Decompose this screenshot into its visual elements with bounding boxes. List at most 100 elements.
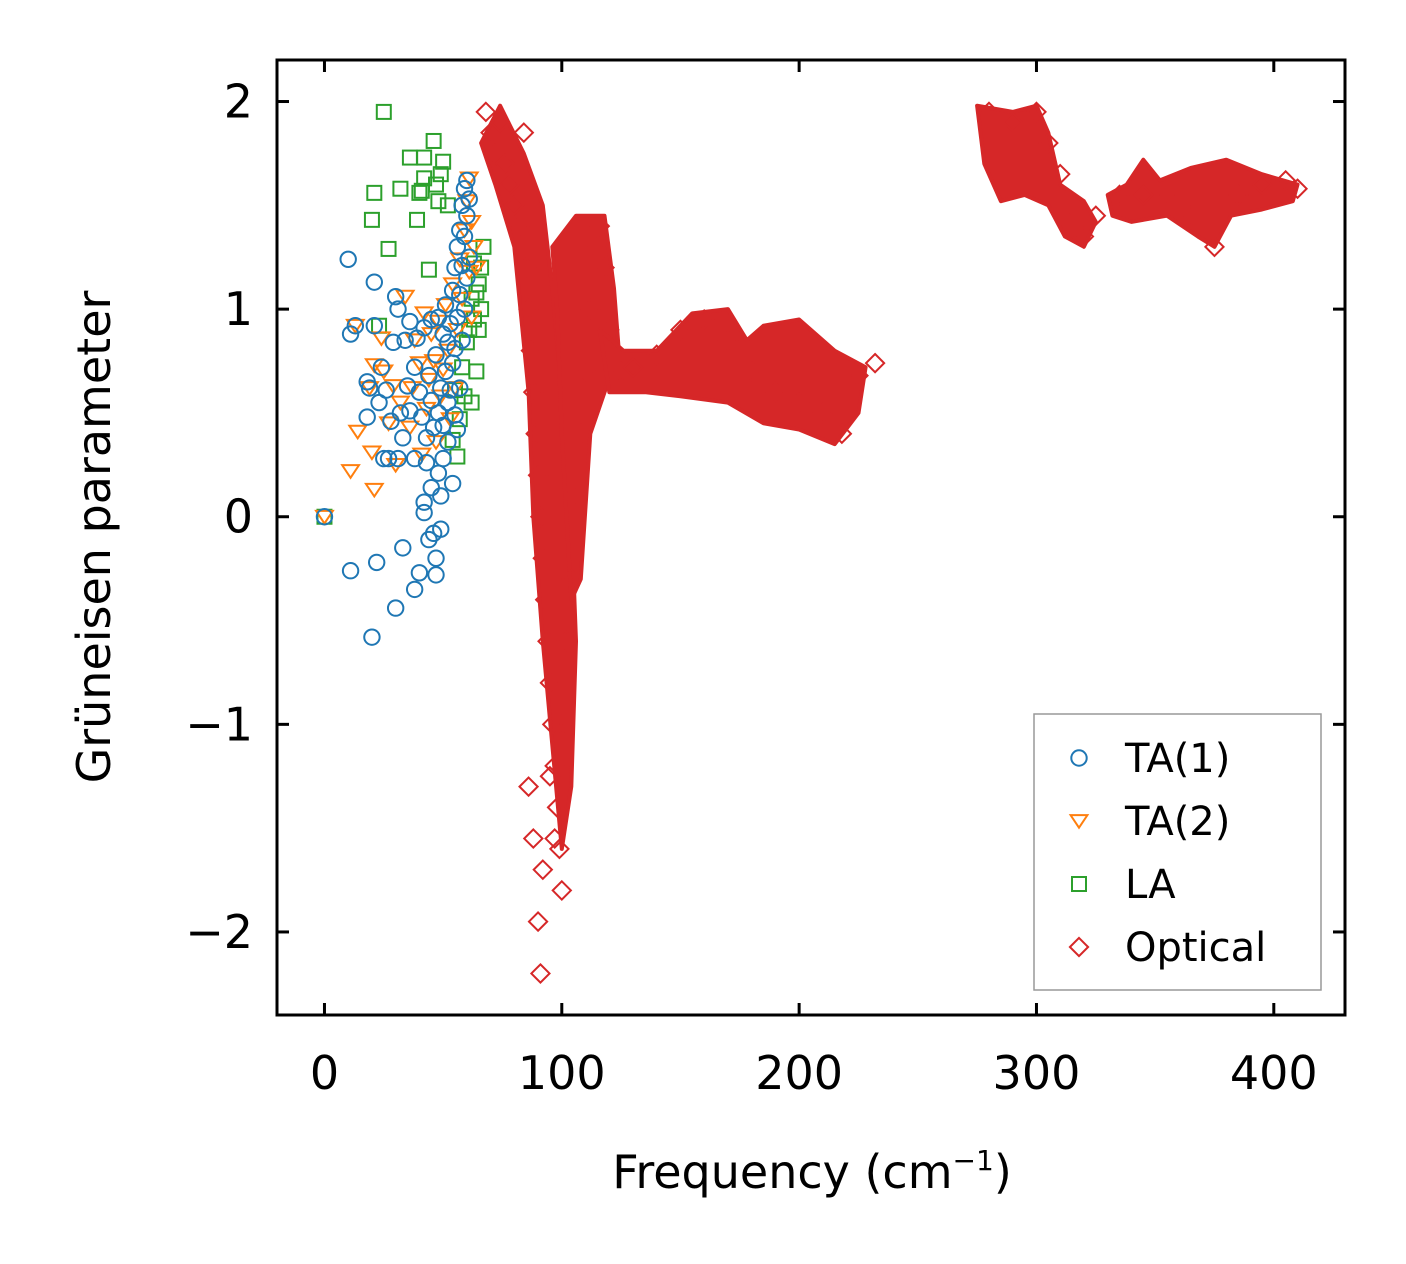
point-optical-17 bbox=[534, 589, 556, 611]
point-optical-3 bbox=[489, 111, 511, 133]
point-ta-1--83 bbox=[455, 180, 474, 198]
point-ta-1--39 bbox=[415, 503, 433, 522]
point-la-33 bbox=[468, 363, 485, 380]
point-optical-8 bbox=[513, 122, 535, 144]
point-optical-42 bbox=[598, 319, 620, 341]
point-optical-52 bbox=[812, 402, 834, 424]
point-optical-66 bbox=[1156, 184, 1178, 206]
point-ta-1--35 bbox=[410, 564, 429, 582]
point-ta-1--36 bbox=[413, 408, 431, 426]
point-la-37 bbox=[473, 301, 490, 318]
point-optical-72 bbox=[1287, 178, 1309, 200]
point-optical-25 bbox=[527, 911, 549, 933]
point-la-28 bbox=[463, 394, 480, 411]
point-ta-1--2 bbox=[341, 562, 360, 580]
point-ta-2--11 bbox=[383, 379, 404, 395]
point-ta-1--30 bbox=[405, 580, 424, 599]
point-optical-57 bbox=[1002, 111, 1024, 133]
y-tick-label: 1 bbox=[224, 282, 253, 336]
point-ta-1--3 bbox=[341, 325, 360, 343]
y-axis-label: Grüneisen parameter bbox=[67, 290, 121, 783]
point-optical-13 bbox=[525, 423, 547, 445]
y-tick-label: −2 bbox=[185, 905, 253, 959]
point-la-19 bbox=[439, 197, 456, 214]
point-la-5 bbox=[380, 240, 397, 257]
point-la-17 bbox=[432, 166, 449, 183]
point-ta-1--0 bbox=[315, 508, 334, 526]
point-optical-12 bbox=[522, 381, 544, 403]
point-ta-1--56 bbox=[432, 520, 450, 538]
point-ta-1--82 bbox=[453, 331, 471, 349]
point-optical-33 bbox=[556, 630, 578, 652]
point-optical-41 bbox=[594, 257, 616, 279]
point-ta-1--85 bbox=[455, 300, 474, 318]
point-ta-2--3 bbox=[347, 424, 368, 441]
point-optical-65 bbox=[1132, 184, 1154, 206]
point-optical-31 bbox=[544, 828, 566, 850]
point-la-14 bbox=[425, 132, 442, 149]
point-la-7 bbox=[401, 149, 418, 166]
x-axis-label-close: ) bbox=[994, 1145, 1012, 1199]
point-la-4 bbox=[375, 103, 392, 120]
point-ta-1--15 bbox=[377, 381, 395, 399]
point-optical-15 bbox=[529, 506, 551, 528]
legend-box bbox=[1033, 713, 1322, 991]
point-ta-1--28 bbox=[401, 312, 419, 331]
point-ta-1--11 bbox=[367, 553, 386, 572]
optical-cloud-2 bbox=[597, 307, 868, 447]
point-la-22 bbox=[449, 448, 466, 465]
point-optical-48 bbox=[717, 329, 739, 351]
point-optical-20 bbox=[541, 713, 563, 735]
point-ta-2--15 bbox=[399, 420, 421, 436]
y-tick-label: −1 bbox=[185, 697, 253, 751]
point-optical-28 bbox=[522, 828, 544, 850]
point-optical-43 bbox=[610, 360, 632, 382]
point-ta-1--76 bbox=[448, 420, 467, 439]
point-ta-2--5 bbox=[361, 445, 383, 461]
point-la-36 bbox=[473, 259, 490, 276]
point-ta-1--1 bbox=[339, 250, 357, 269]
point-ta-1--42 bbox=[420, 366, 438, 385]
x-tick-label: 400 bbox=[1230, 1046, 1318, 1100]
legend-label: TA(2) bbox=[1124, 799, 1230, 845]
point-ta-1--29 bbox=[401, 402, 419, 420]
point-optical-22 bbox=[546, 796, 568, 818]
point-optical-29 bbox=[532, 859, 554, 881]
point-la-24 bbox=[454, 359, 471, 376]
point-ta-2--7 bbox=[364, 482, 385, 499]
point-optical-35 bbox=[565, 485, 587, 507]
point-ta-1--25 bbox=[394, 539, 412, 557]
x-tick-label: 100 bbox=[518, 1046, 606, 1100]
point-optical-24 bbox=[551, 879, 573, 901]
optical-cloud-3 bbox=[975, 103, 1098, 249]
x-tick-label: 300 bbox=[993, 1046, 1081, 1100]
point-optical-62 bbox=[1073, 225, 1095, 247]
point-optical-1 bbox=[480, 122, 502, 144]
legend: TA(1) TA(2) LA Optical bbox=[1033, 713, 1322, 991]
point-optical-69 bbox=[1227, 184, 1249, 206]
point-la-15 bbox=[428, 176, 445, 193]
legend-label: TA(1) bbox=[1124, 736, 1230, 782]
point-optical-50 bbox=[764, 381, 786, 403]
point-optical-71 bbox=[1275, 169, 1297, 191]
point-optical-11 bbox=[520, 340, 542, 362]
point-optical-54 bbox=[847, 365, 869, 387]
x-tick-label: 0 bbox=[310, 1046, 339, 1100]
point-ta-2--31 bbox=[439, 412, 461, 428]
point-ta-1--9 bbox=[365, 273, 384, 291]
point-optical-40 bbox=[589, 215, 611, 237]
point-ta-1--8 bbox=[363, 628, 381, 646]
point-ta-1--4 bbox=[346, 317, 365, 335]
x-axis-label-superscript: −1 bbox=[953, 1144, 994, 1177]
point-ta-1--34 bbox=[410, 383, 429, 401]
point-ta-1--79 bbox=[451, 379, 469, 397]
optical-cloud-4 bbox=[1105, 157, 1300, 249]
point-optical-51 bbox=[788, 392, 810, 414]
point-optical-45 bbox=[646, 344, 668, 366]
axes-frame bbox=[275, 58, 1347, 1017]
point-ta-2--1 bbox=[340, 464, 361, 480]
legend-label: LA bbox=[1125, 862, 1176, 908]
point-optical-9 bbox=[515, 257, 537, 279]
point-ta-1--32 bbox=[405, 449, 424, 468]
